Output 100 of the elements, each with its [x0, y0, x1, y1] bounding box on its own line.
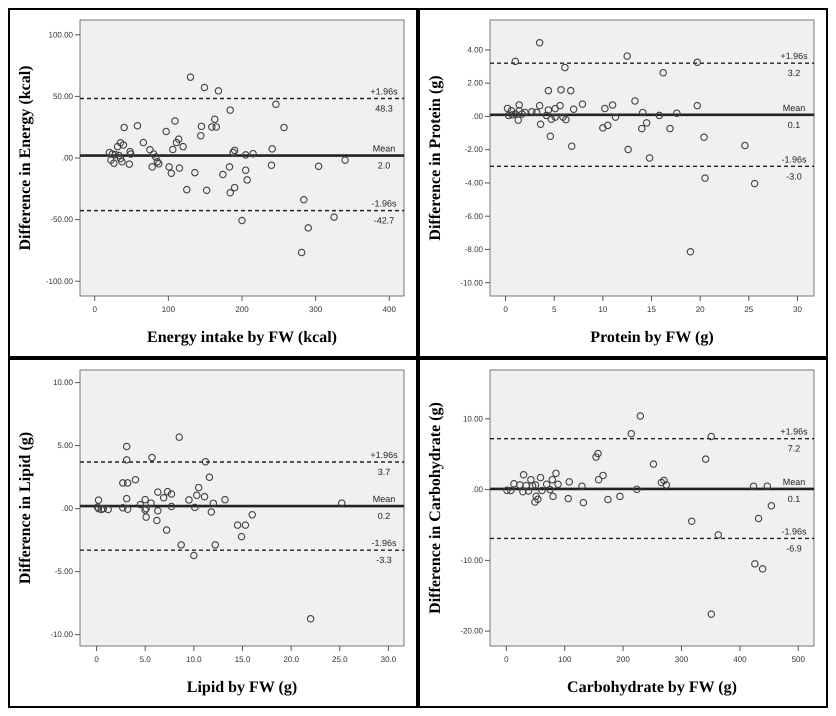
point: [608, 101, 616, 109]
point: [549, 492, 557, 500]
point: [122, 456, 130, 464]
ref-line-label: -1.96s -3.3: [371, 538, 398, 566]
ref-line-label: -1.96s -6.9: [781, 526, 808, 554]
point: [624, 146, 632, 154]
point: [686, 248, 694, 256]
x-axis-title: Energy intake by FW (kcal): [147, 329, 337, 346]
point: [141, 496, 149, 504]
point: [119, 504, 127, 512]
point: [206, 474, 214, 481]
x-tick-label: 100: [558, 655, 572, 664]
point: [562, 116, 570, 124]
point: [507, 486, 515, 494]
point: [559, 113, 567, 121]
x-axis-title: Lipid by FW (g): [186, 679, 298, 696]
x-tick-label: 20.0: [283, 655, 300, 664]
y-tick-label: 50.00: [52, 92, 74, 101]
point: [162, 526, 170, 534]
point: [638, 124, 646, 132]
point: [542, 480, 550, 488]
x-tick-label: 0: [504, 655, 510, 664]
point: [601, 104, 609, 112]
point: [528, 108, 536, 116]
point: [538, 486, 546, 494]
ref-line-label: Mean 0.1: [782, 102, 806, 130]
point: [248, 511, 256, 519]
point: [510, 480, 518, 488]
point: [548, 116, 556, 124]
point: [122, 494, 130, 502]
point: [536, 39, 544, 47]
point: [546, 486, 554, 494]
point: [532, 108, 540, 116]
point: [154, 488, 162, 496]
x-tick-label: 25: [744, 305, 754, 314]
y-tick-label: -20.00: [460, 626, 484, 636]
x-tick-label: 0: [94, 655, 100, 664]
point: [338, 499, 346, 507]
point: [542, 112, 550, 120]
point: [508, 107, 516, 115]
y-axis-title: Difference in Energy (kcal): [17, 66, 34, 250]
point: [688, 517, 696, 525]
point: [557, 86, 565, 94]
point: [200, 493, 208, 501]
x-tick-label: 100: [162, 305, 176, 314]
point: [98, 506, 106, 514]
x-tick-label: 25.0: [332, 655, 348, 664]
x-tick-label: 0: [503, 305, 508, 314]
y-axis-title: Difference in Lipid (g): [17, 432, 34, 584]
point: [556, 102, 564, 110]
point: [552, 470, 560, 478]
point: [208, 508, 216, 516]
point: [164, 488, 172, 496]
y-tick-label: -8.00: [464, 245, 484, 254]
x-tick-label: 30: [793, 305, 802, 314]
point: [522, 482, 530, 490]
y-tick-label: -5.00: [54, 567, 74, 576]
point: [580, 498, 588, 506]
point: [528, 482, 536, 490]
point: [604, 496, 612, 504]
point: [532, 492, 540, 500]
point: [693, 102, 701, 110]
point: [604, 122, 612, 130]
y-tick-label: 2.00: [467, 78, 484, 88]
point: [708, 610, 716, 618]
point: [518, 110, 526, 118]
x-tick-label: 15: [647, 305, 657, 314]
x-tick-label: 300: [308, 305, 323, 314]
ref-line-label: Mean 0.2: [372, 494, 396, 522]
point: [758, 565, 766, 573]
y-tick-label: -6.00: [464, 212, 484, 221]
point: [751, 560, 759, 568]
point: [512, 58, 520, 66]
point: [544, 86, 552, 94]
point: [612, 113, 620, 121]
point: [650, 460, 658, 468]
point: [551, 104, 559, 112]
point: [544, 106, 552, 114]
point: [234, 521, 242, 529]
point: [616, 492, 624, 500]
ref-line-label: -1.96s -42.7: [371, 198, 398, 226]
point: [646, 154, 654, 162]
point: [570, 106, 578, 114]
point: [594, 450, 602, 458]
point: [524, 487, 532, 495]
y-tick-label: -50.00: [50, 215, 74, 224]
point: [122, 442, 130, 450]
point: [193, 492, 201, 500]
point: [636, 412, 644, 420]
point: [211, 541, 219, 549]
point: [532, 481, 540, 489]
y-tick-label: .00: [472, 112, 484, 121]
point: [503, 486, 511, 494]
point: [754, 514, 762, 522]
point: [175, 433, 183, 441]
ref-line-label: +1.96s 3.7: [370, 450, 398, 477]
point: [700, 133, 708, 141]
point: [660, 476, 668, 484]
x-tick-label: 5: [552, 305, 557, 314]
point: [561, 64, 569, 72]
